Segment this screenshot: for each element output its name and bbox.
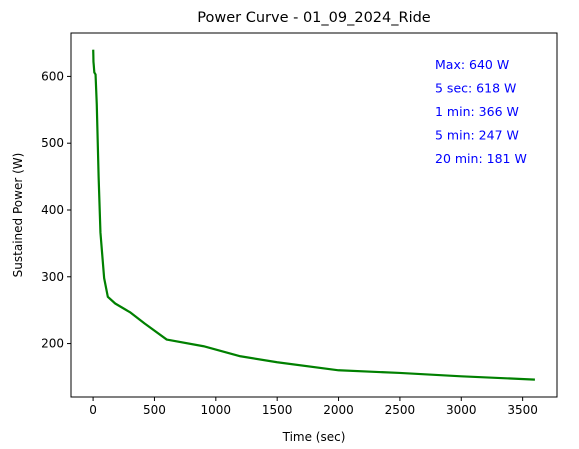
power-annotation: 5 min: 247 W: [435, 128, 519, 143]
x-tick-label: 1500: [262, 403, 293, 417]
y-axis-label: Sustained Power (W): [11, 153, 25, 278]
y-axis: 200 300 400 500 600: [41, 69, 71, 351]
x-axis-label: Time (sec): [282, 430, 346, 444]
x-tick-label: 0: [89, 403, 97, 417]
x-tick-label: 500: [143, 403, 166, 417]
x-tick-label: 2500: [385, 403, 416, 417]
y-tick-label: 400: [41, 203, 64, 217]
x-axis: 0 500 1000 1500 2000 2500 3000 3500: [89, 397, 538, 417]
power-annotation: 1 min: 366 W: [435, 104, 519, 119]
x-tick-label: 2000: [323, 403, 354, 417]
chart-title: Power Curve - 01_09_2024_Ride: [197, 10, 431, 26]
plot-frame: [70, 32, 558, 398]
power-annotation: 20 min: 181 W: [435, 151, 527, 166]
power-curve-line: [92, 49, 535, 381]
plot-area: [92, 49, 535, 381]
x-tick-label: 3000: [446, 403, 477, 417]
x-tick-label: 1000: [201, 403, 232, 417]
y-tick-label: 300: [41, 270, 64, 284]
power-annotation: 5 sec: 618 W: [435, 81, 516, 96]
y-tick-label: 200: [41, 337, 64, 351]
y-tick-label: 500: [41, 136, 64, 150]
power-annotation: Max: 640 W: [435, 57, 509, 72]
power-summary-annotations: Max: 640 W 5 sec: 618 W 1 min: 366 W 5 min:…: [435, 57, 527, 166]
y-tick-label: 600: [41, 69, 64, 83]
x-tick-label: 3500: [507, 403, 538, 417]
